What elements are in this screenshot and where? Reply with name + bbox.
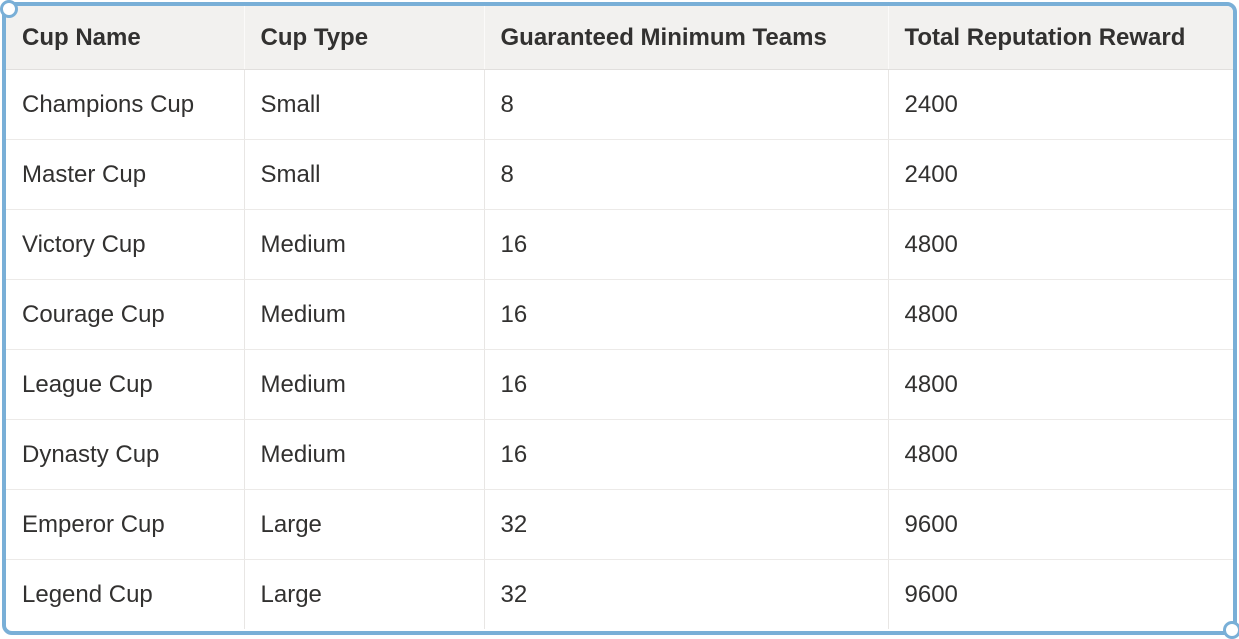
table-cell-cup-name: Master Cup — [6, 139, 245, 210]
column-header-reputation-reward: Total Reputation Reward — [888, 6, 1233, 70]
table-cell-cup-name: League Cup — [6, 349, 245, 420]
cups-table: Cup Name Cup Type Guaranteed Minimum Tea… — [6, 6, 1233, 629]
table-cell-min-teams: 16 — [484, 209, 889, 280]
table-cell-cup-type: Medium — [244, 279, 485, 350]
table-row: Emperor Cup Large 32 9600 — [6, 489, 1233, 560]
table-cell-reputation-reward: 9600 — [888, 489, 1233, 560]
table-row: Dynasty Cup Medium 16 4800 — [6, 419, 1233, 490]
table-body: Champions Cup Small 8 2400 Master Cup Small 8 2… — [6, 69, 1233, 629]
table-cell-min-teams: 8 — [484, 139, 889, 210]
table-header: Cup Name Cup Type Guaranteed Minimum Tea… — [6, 6, 1233, 70]
table-cell-reputation-reward: 4800 — [888, 209, 1233, 280]
table-row: Courage Cup Medium 16 4800 — [6, 279, 1233, 350]
table-row: League Cup Medium 16 4800 — [6, 349, 1233, 420]
table-cell-min-teams: 8 — [484, 69, 889, 140]
table-row: Legend Cup Large 32 9600 — [6, 559, 1233, 629]
table-cell-cup-name: Dynasty Cup — [6, 419, 245, 490]
table-cell-cup-name: Courage Cup — [6, 279, 245, 350]
table-row: Victory Cup Medium 16 4800 — [6, 209, 1233, 280]
table-row: Champions Cup Small 8 2400 — [6, 69, 1233, 140]
table-cell-min-teams: 16 — [484, 349, 889, 420]
table-cell-min-teams: 32 — [484, 559, 889, 629]
resize-handle-bottom-right[interactable] — [1223, 621, 1239, 639]
table-cell-cup-type: Large — [244, 489, 485, 560]
table-cell-cup-type: Medium — [244, 209, 485, 280]
table-cell-cup-name: Legend Cup — [6, 559, 245, 629]
table-cell-cup-name: Champions Cup — [6, 69, 245, 140]
table-cell-cup-type: Large — [244, 559, 485, 629]
table-cell-reputation-reward: 2400 — [888, 139, 1233, 210]
table-cell-cup-type: Small — [244, 139, 485, 210]
column-header-cup-type: Cup Type — [244, 6, 485, 70]
resize-handle-top-left[interactable] — [0, 0, 18, 18]
table-cell-cup-type: Small — [244, 69, 485, 140]
table-cell-reputation-reward: 9600 — [888, 559, 1233, 629]
table-cell-reputation-reward: 4800 — [888, 349, 1233, 420]
table-cell-min-teams: 16 — [484, 279, 889, 350]
table-cell-min-teams: 32 — [484, 489, 889, 560]
table-cell-cup-name: Emperor Cup — [6, 489, 245, 560]
column-header-min-teams: Guaranteed Minimum Teams — [484, 6, 889, 70]
table-cell-cup-type: Medium — [244, 349, 485, 420]
table-cell-cup-name: Victory Cup — [6, 209, 245, 280]
table-cell-cup-type: Medium — [244, 419, 485, 490]
header-row: Cup Name Cup Type Guaranteed Minimum Tea… — [6, 6, 1233, 70]
table-cell-reputation-reward: 4800 — [888, 419, 1233, 490]
table-cell-min-teams: 16 — [484, 419, 889, 490]
table-cell-reputation-reward: 4800 — [888, 279, 1233, 350]
table-cell-reputation-reward: 2400 — [888, 69, 1233, 140]
column-header-cup-name: Cup Name — [6, 6, 245, 70]
table-row: Master Cup Small 8 2400 — [6, 139, 1233, 210]
